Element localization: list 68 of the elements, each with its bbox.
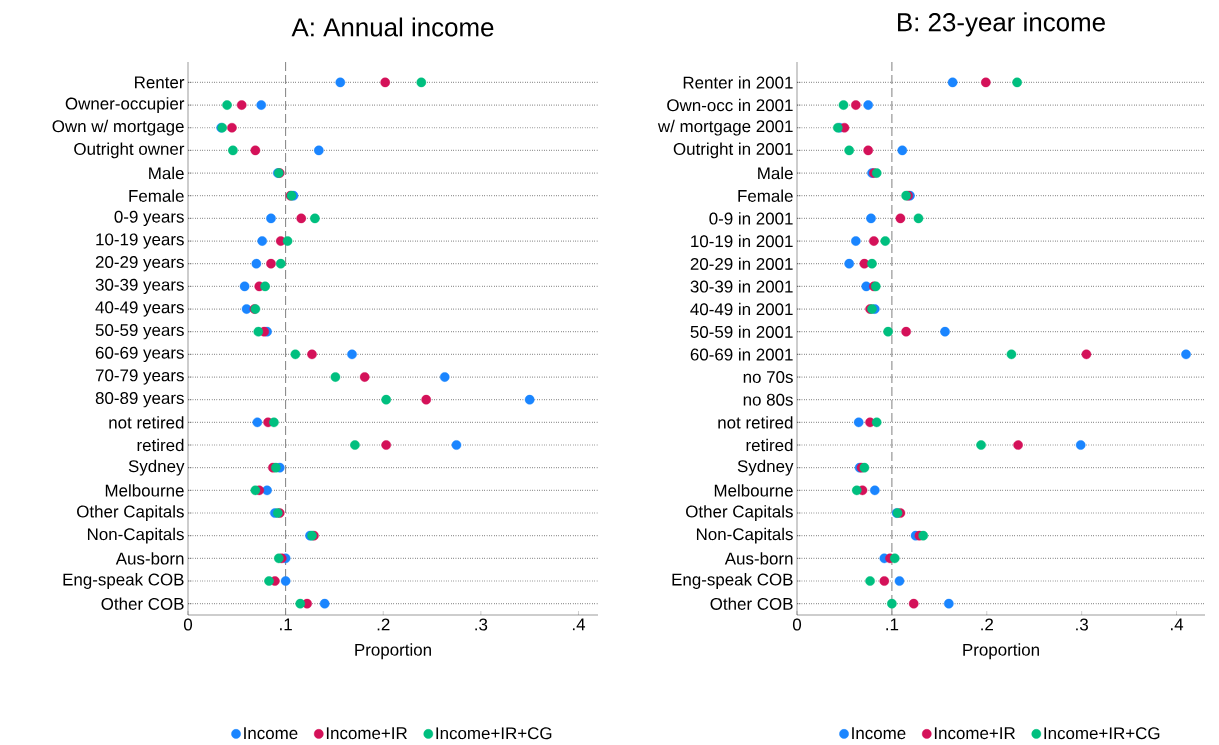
legend-label: Income	[244, 727, 298, 740]
y-tick-label: 20-29 years	[95, 256, 184, 272]
y-tick-label: 30-39 in 2001	[690, 280, 793, 293]
y-tick-label: 0-9 in 2001	[709, 212, 793, 225]
y-tick-label: Aus-born	[115, 552, 184, 565]
y-tick-label: Melbourne	[714, 484, 793, 497]
chart-title: A: Annual income	[291, 17, 494, 37]
legend-label: Income+IR	[326, 727, 407, 740]
y-tick-label: Non-Capitals	[87, 528, 184, 544]
y-tick-label: 40-49 in 2001	[690, 303, 793, 316]
y-tick-label: Sydney	[128, 460, 185, 476]
x-tick-label: .2	[377, 618, 390, 631]
legend-label: Income	[852, 727, 906, 740]
y-tick-label: 40-49 years	[95, 301, 184, 317]
x-tick-label: .2	[981, 618, 993, 631]
y-tick-label: 30-39 years	[95, 278, 184, 295]
y-tick-label: Owner-occupier	[65, 97, 185, 114]
y-tick-label: no 70s	[743, 371, 793, 384]
y-tick-label: Own w/ mortgage	[52, 120, 184, 136]
y-tick-label: Outright owner	[74, 142, 185, 159]
y-tick-label: Other Capitals	[686, 505, 793, 522]
y-tick-label: no 80s	[743, 393, 793, 406]
y-tick-label: 50-59 years	[95, 324, 184, 340]
legend-label: Income+IR	[934, 727, 1015, 740]
y-tick-label: Female	[129, 189, 184, 203]
y-tick-label: 0-9 years	[114, 210, 184, 227]
y-tick-label: not retired	[109, 416, 184, 429]
chart-title: B: 23-year income	[898, 12, 1105, 37]
y-tick-label: not retired	[718, 416, 793, 429]
y-tick-label: Aus-born	[724, 552, 793, 565]
y-tick-label: Male	[758, 167, 793, 180]
legend-label: Income+IR+CG	[1044, 727, 1160, 740]
y-tick-label: Other Capitals	[77, 505, 184, 522]
x-tick-label: .3	[475, 618, 488, 631]
x-tick-label: .4	[1171, 618, 1184, 631]
y-tick-label: 60-69 years	[95, 346, 184, 363]
x-tick-label: .1	[886, 618, 899, 631]
y-tick-label: Renter in 2001	[683, 76, 793, 89]
y-tick-label: Outright in 2001	[673, 142, 793, 159]
y-tick-label: Male	[149, 167, 184, 180]
x-tick-label: .3	[1076, 618, 1088, 631]
x-tick-label: 0	[792, 618, 802, 631]
x-axis-title: Proportion	[355, 643, 431, 660]
y-tick-label: Renter	[135, 76, 185, 89]
legend-label: Income+IR+CG	[436, 727, 552, 740]
x-tick-label: .4	[572, 618, 586, 631]
y-tick-label: Melbourne	[105, 484, 184, 497]
y-tick-label: Non-Capitals	[696, 528, 793, 544]
x-tick-label: .1	[280, 618, 292, 631]
y-tick-label: 10-19 years	[96, 233, 184, 249]
y-tick-label: Other COB	[710, 597, 793, 611]
y-tick-label: 10-19 in 2001	[691, 235, 793, 248]
y-tick-label: Sydney	[737, 460, 794, 476]
y-tick-label: Eng-speak COB	[63, 573, 184, 590]
y-tick-label: 20-29 in 2001	[690, 257, 793, 271]
y-tick-label: Eng-speak COB	[672, 573, 793, 590]
y-tick-label: 80-89 years	[95, 392, 184, 408]
y-tick-label: Other COB	[101, 597, 184, 611]
y-tick-label: Own-occ in 2001	[667, 99, 793, 112]
y-tick-label: 60-69 in 2001	[690, 348, 793, 361]
y-tick-label: retired	[137, 439, 184, 452]
x-axis-title: Proportion	[963, 643, 1039, 660]
y-tick-label: 50-59 in 2001	[690, 325, 793, 339]
x-tick-label: 0	[183, 618, 193, 631]
y-tick-label: w/ mortgage 2001	[657, 120, 793, 136]
y-tick-label: 70-79 years	[95, 369, 184, 385]
y-tick-label: Female	[738, 189, 793, 203]
y-tick-label: retired	[746, 439, 793, 452]
